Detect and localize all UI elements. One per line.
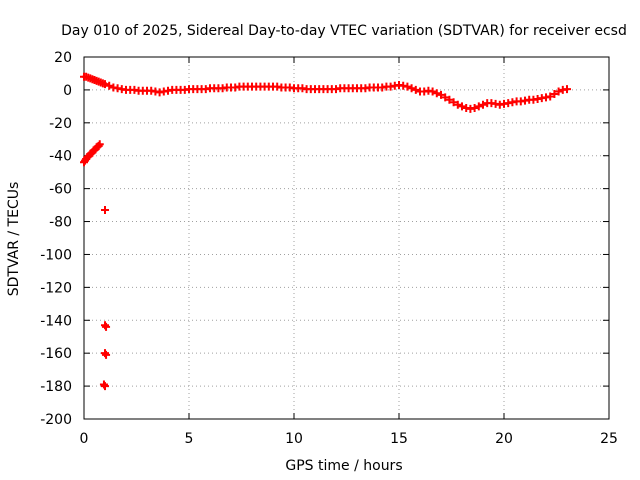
- x-tick-labels: 0 5 10 15 20 25: [80, 431, 618, 447]
- x-axis-label: GPS time / hours: [285, 458, 402, 474]
- y-tick-label: -160: [40, 346, 72, 362]
- x-tick-label: 5: [185, 431, 194, 447]
- data-point: [445, 95, 454, 104]
- data-point: [428, 87, 437, 96]
- y-tick-label: -200: [40, 412, 72, 428]
- y-tick-label: -20: [49, 116, 72, 132]
- series-main-trace: [80, 72, 571, 113]
- data-point: [94, 141, 103, 150]
- y-tick-label: -180: [40, 379, 72, 395]
- data-point: [449, 98, 458, 107]
- data-point: [437, 90, 445, 99]
- data-point: [550, 90, 559, 99]
- data-point: [432, 89, 441, 98]
- data-points: [80, 72, 571, 391]
- data-point: [95, 140, 104, 149]
- x-tick-label: 10: [285, 431, 303, 447]
- data-point: [101, 321, 109, 330]
- data-point: [479, 100, 487, 109]
- data-point: [407, 84, 416, 93]
- data-point: [101, 206, 109, 215]
- series-outliers: [99, 206, 111, 391]
- data-point: [102, 322, 111, 331]
- data-point: [102, 350, 111, 359]
- y-tick-label: -40: [49, 149, 72, 165]
- y-tick-label: -60: [49, 182, 72, 198]
- y-tick-label: 20: [54, 50, 72, 66]
- grid-lines: [84, 57, 609, 419]
- y-tick-label: -100: [40, 247, 72, 263]
- data-point: [563, 85, 571, 94]
- data-point: [554, 87, 563, 96]
- data-point: [99, 380, 108, 389]
- data-point: [411, 85, 420, 94]
- y-tick-labels: 20 0 -20 -40 -60 -80 -100 -120 -140 -160 -180 -200: [40, 50, 72, 428]
- series-initial-ramp: [80, 140, 104, 167]
- y-tick-label: -120: [40, 280, 72, 296]
- data-point: [453, 100, 462, 109]
- data-point: [101, 349, 109, 358]
- data-point: [458, 102, 466, 111]
- data-point: [470, 104, 479, 113]
- x-tick-label: 25: [600, 431, 618, 447]
- chart-title: Day 010 of 2025, Sidereal Day-to-day VTE…: [61, 23, 627, 39]
- data-point: [441, 93, 450, 102]
- y-tick-label: -80: [49, 215, 72, 231]
- x-tick-label: 20: [495, 431, 513, 447]
- y-axis-label: SDTVAR / TECUs: [6, 182, 22, 297]
- y-tick-label: 0: [63, 83, 72, 99]
- axis-ticks: [83, 56, 610, 420]
- data-point: [101, 80, 109, 89]
- data-point: [403, 82, 412, 91]
- data-point: [546, 92, 555, 101]
- data-point: [101, 382, 109, 391]
- data-point: [105, 81, 114, 90]
- y-tick-label: -140: [40, 313, 72, 329]
- x-tick-label: 15: [390, 431, 408, 447]
- x-tick-label: 0: [80, 431, 89, 447]
- data-point: [474, 102, 483, 111]
- plot-frame: [83, 56, 610, 420]
